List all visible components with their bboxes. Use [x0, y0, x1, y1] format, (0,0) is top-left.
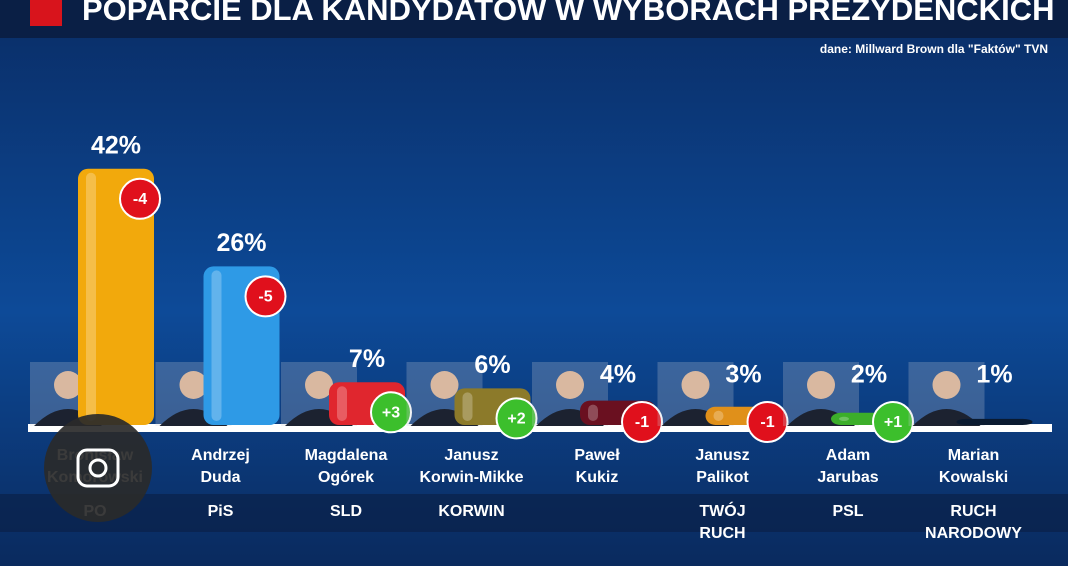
- party-band: [0, 494, 1068, 532]
- change-label: +2: [507, 411, 525, 428]
- bar-shine: [211, 270, 222, 421]
- candidate-name: Janusz Palikot: [695, 447, 749, 486]
- candidate-name: Paweł Kukiz: [574, 447, 620, 486]
- change-label: -4: [133, 191, 147, 208]
- change-label: -1: [635, 414, 649, 431]
- party-label: RUCH NARODOWY: [925, 503, 1022, 542]
- bar: [78, 168, 154, 426]
- candidate-name: Andrzej Duda: [191, 447, 250, 486]
- bar-shine: [462, 392, 473, 421]
- party-label: SLD: [330, 503, 362, 520]
- change-badge: [621, 401, 663, 443]
- bar-shine: [588, 404, 598, 421]
- photo-head: [556, 371, 584, 399]
- photo-head: [430, 371, 459, 399]
- photo-head: [54, 371, 82, 399]
- change-badge: [370, 391, 412, 434]
- change-label: +3: [382, 405, 400, 422]
- change-label: -5: [258, 289, 272, 306]
- value-label: 42%: [91, 131, 141, 159]
- value-label: 4%: [600, 361, 636, 389]
- bar: [956, 418, 1033, 425]
- change-badge: [119, 177, 161, 220]
- value-label: 2%: [851, 361, 887, 389]
- photo-head: [681, 371, 710, 399]
- title-band: [0, 0, 1068, 38]
- photo-head: [179, 371, 208, 399]
- party-label: TWÓJ RUCH: [699, 501, 745, 542]
- change-label: +1: [884, 414, 902, 431]
- bar-shine: [86, 172, 96, 421]
- lens-button[interactable]: [44, 414, 152, 522]
- change-badge: [244, 275, 287, 318]
- value-label: 3%: [725, 361, 761, 389]
- change-badge: [746, 401, 789, 443]
- change-badge: [495, 397, 538, 440]
- baseline: [28, 424, 1052, 432]
- party-label: PiS: [208, 503, 234, 520]
- lens-icon-center: [88, 458, 108, 478]
- lens-icon: [76, 448, 120, 488]
- party-label: PSL: [832, 503, 863, 520]
- change-label: -1: [760, 414, 774, 431]
- value-label: 6%: [474, 351, 510, 379]
- candidate-name: Marian Kowalski: [939, 447, 1008, 486]
- value-label: 7%: [349, 345, 385, 373]
- value-label: 1%: [976, 361, 1012, 389]
- candidate-name: Magdalena Ogórek: [305, 447, 388, 486]
- photo-head: [807, 371, 835, 399]
- party-label: KORWIN: [438, 503, 504, 520]
- value-label: 26%: [216, 229, 266, 257]
- title-square: [30, 0, 62, 26]
- bar-shine: [839, 416, 849, 421]
- change-badge: [872, 401, 914, 443]
- candidate-name: Adam Jarubas: [817, 447, 878, 486]
- bar-shine: [337, 386, 347, 421]
- bar-shine: [713, 410, 724, 421]
- source: dane: Millward Brown dla "Faktów" TVN: [820, 42, 1048, 56]
- photo-head: [932, 371, 961, 399]
- candidate-name: Janusz Korwin-Mikke: [419, 447, 523, 486]
- photo-head: [305, 371, 333, 399]
- chart-title: POPARCIE DLA KANDYDATÓW W WYBORACH PREZY…: [82, 0, 1054, 27]
